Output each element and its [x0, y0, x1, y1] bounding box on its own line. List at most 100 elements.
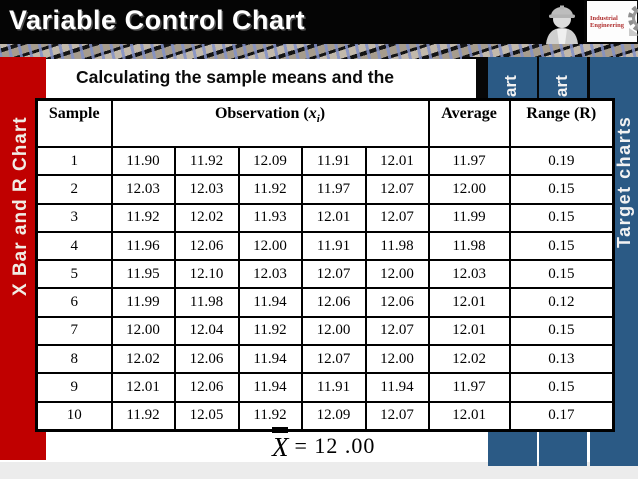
- cell-sample: 8: [35, 344, 113, 375]
- table-row: 2 12.03 12.03 11.92 11.97 12.07 12.00 0.15: [35, 174, 615, 205]
- cell-average: 12.00: [427, 174, 511, 205]
- cell-obs-1: 12.02: [110, 344, 176, 375]
- engineer-avatar-icon: [540, 0, 584, 44]
- cell-obs-4: 11.91: [300, 230, 367, 262]
- slide-title: Variable Control Chart: [9, 5, 306, 35]
- cell-obs-2: 12.06: [173, 372, 240, 403]
- cell-sample: 9: [35, 372, 113, 403]
- cell-sample: 4: [35, 230, 113, 262]
- sidebar-tab-target-charts-label: Target charts: [614, 115, 634, 249]
- cell-average: 11.99: [427, 202, 511, 233]
- cell-average: 11.98: [427, 230, 511, 262]
- cell-sample: 7: [35, 315, 113, 347]
- cell-obs-4: 12.00: [300, 315, 367, 347]
- logo-line2: Engineering: [590, 21, 624, 29]
- cell-obs-4: 12.06: [300, 287, 367, 318]
- cell-sample: 2: [35, 174, 113, 205]
- cell-obs-2: 12.04: [173, 315, 240, 347]
- cell-obs-3: 11.94: [237, 287, 303, 318]
- cell-obs-1: 12.01: [110, 372, 176, 403]
- cell-range: 0.15: [508, 202, 615, 233]
- cell-obs-5: 12.06: [364, 287, 430, 318]
- table-header-row: Sample Observation (xi) Average Range (R…: [35, 98, 615, 148]
- observation-subscript: i: [316, 113, 320, 126]
- cell-obs-2: 12.06: [173, 344, 240, 375]
- cell-obs-2: 12.06: [173, 230, 240, 262]
- chain-border-divider: [0, 44, 638, 59]
- cell-average: 12.03: [427, 259, 511, 290]
- table-row: 10 11.92 12.05 11.92 12.09 12.07 12.01 0.17: [35, 400, 615, 432]
- observation-variable: x: [308, 105, 317, 122]
- cell-average: 12.01: [427, 287, 511, 318]
- cell-average: 12.01: [427, 400, 511, 432]
- cell-average: 11.97: [427, 145, 511, 177]
- cell-range: 0.19: [508, 145, 615, 177]
- cell-sample: 5: [35, 259, 113, 290]
- cell-obs-1: 11.99: [110, 287, 176, 318]
- cell-obs-5: 12.01: [364, 145, 430, 177]
- cell-range: 0.15: [508, 259, 615, 290]
- table-row: 1 11.90 11.92 12.09 11.91 12.01 11.97 0.19: [35, 145, 615, 177]
- x-variable: X: [272, 432, 289, 462]
- cell-obs-2: 11.92: [173, 145, 240, 177]
- table-row: 4 11.96 12.06 12.00 11.91 11.98 11.98 0.15: [35, 230, 615, 262]
- cell-obs-3: 11.93: [237, 202, 303, 233]
- cell-obs-3: 11.92: [237, 315, 303, 347]
- formula-value: = 12 .00: [295, 433, 376, 459]
- cell-obs-5: 12.00: [364, 344, 430, 375]
- table-row: 5 11.95 12.10 12.03 12.07 12.00 12.03 0.15: [35, 259, 615, 290]
- cell-obs-5: 11.94: [364, 372, 430, 403]
- cell-sample: 1: [35, 145, 113, 177]
- table-row: 6 11.99 11.98 11.94 12.06 12.06 12.01 0.12: [35, 287, 615, 318]
- cell-obs-4: 12.07: [300, 259, 367, 290]
- grand-mean-formula: X = 12 .00: [272, 427, 376, 462]
- cell-obs-1: 11.95: [110, 259, 176, 290]
- overbar-bottom: [272, 431, 289, 433]
- cell-obs-4: 11.91: [300, 372, 367, 403]
- cell-range: 0.15: [508, 174, 615, 205]
- cell-obs-5: 11.98: [364, 230, 430, 262]
- cell-obs-2: 12.02: [173, 202, 240, 233]
- cell-obs-4: 11.97: [300, 174, 367, 205]
- cell-obs-4: 12.09: [300, 400, 367, 432]
- cell-obs-2: 11.98: [173, 287, 240, 318]
- cell-range: 0.15: [508, 315, 615, 347]
- cell-sample: 3: [35, 202, 113, 233]
- cell-average: 12.02: [427, 344, 511, 375]
- cell-obs-1: 11.92: [110, 400, 176, 432]
- cell-average: 11.97: [427, 372, 511, 403]
- gear-icon: [625, 0, 638, 43]
- equals-sign: =: [294, 433, 308, 458]
- sample-data-table-wrap: Sample Observation (xi) Average Range (R…: [35, 98, 616, 432]
- cell-obs-4: 11.91: [300, 145, 367, 177]
- overbar-top: [272, 427, 289, 429]
- cell-obs-3: 11.92: [237, 400, 303, 432]
- col-header-range: Range (R): [508, 98, 615, 148]
- col-header-average: Average: [427, 98, 511, 148]
- cell-obs-3: 11.94: [237, 372, 303, 403]
- table-row: 3 11.92 12.02 11.93 12.01 12.07 11.99 0.15: [35, 202, 615, 233]
- heading-box: Calculating the sample means and the: [46, 59, 476, 98]
- x-double-bar-symbol: X: [272, 427, 289, 462]
- slide-header: Variable Control Chart Industrial Engine…: [0, 0, 638, 44]
- cell-obs-5: 12.07: [364, 174, 430, 205]
- cell-obs-5: 12.07: [364, 202, 430, 233]
- cell-range: 0.15: [508, 230, 615, 262]
- col-header-observation: Observation (xi): [110, 98, 430, 148]
- table-row: 7 12.00 12.04 11.92 12.00 12.07 12.01 0.15: [35, 315, 615, 347]
- cell-obs-5: 12.07: [364, 400, 430, 432]
- sidebar-tab-chart-2-label: art: [552, 75, 571, 97]
- slide-heading: Calculating the sample means and the: [76, 67, 394, 87]
- cell-obs-2: 12.05: [173, 400, 240, 432]
- cell-obs-3: 12.09: [237, 145, 303, 177]
- cell-obs-1: 12.00: [110, 315, 176, 347]
- cell-sample: 6: [35, 287, 113, 318]
- cell-obs-5: 12.07: [364, 315, 430, 347]
- cell-obs-3: 11.92: [237, 174, 303, 205]
- cell-obs-2: 12.03: [173, 174, 240, 205]
- sidebar-tab-chart-1-label: art: [501, 75, 520, 97]
- cell-obs-5: 12.00: [364, 259, 430, 290]
- formula-number: 12 .00: [307, 433, 376, 458]
- table-row: 9 12.01 12.06 11.94 11.91 11.94 11.97 0.15: [35, 372, 615, 403]
